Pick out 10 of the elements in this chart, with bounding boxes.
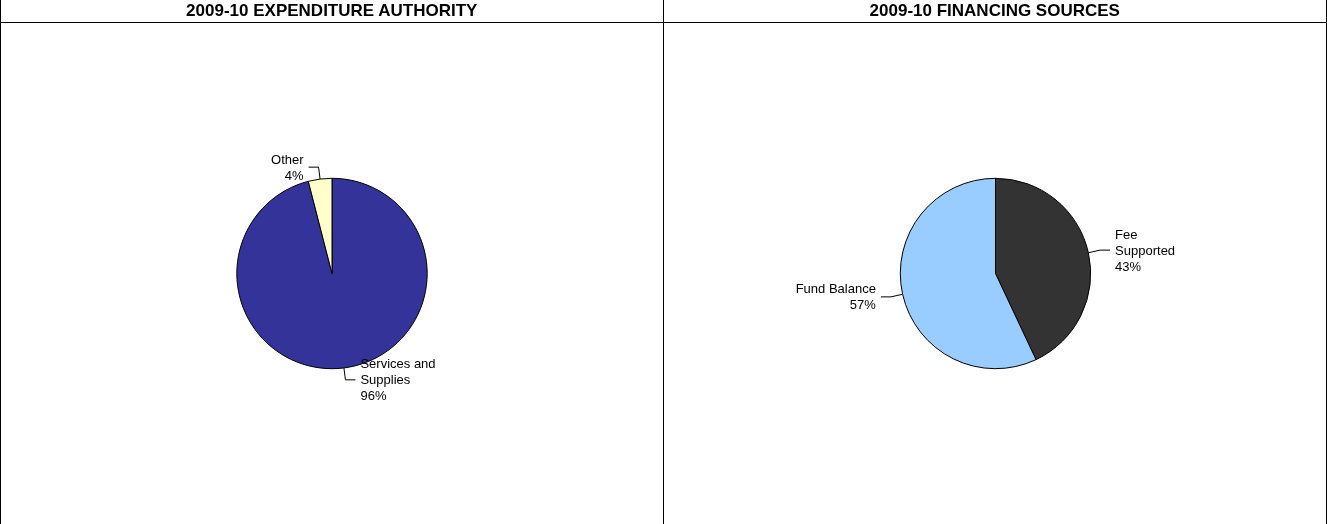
chart-title: 2009-10 FINANCING SOURCES [663, 0, 1326, 23]
slice-label: Other [271, 151, 305, 167]
slice-label: Services and Supplies [360, 356, 440, 388]
data-label: 4% [284, 167, 304, 183]
slice-label: Fund Balance [795, 281, 876, 297]
data-label: 96% [360, 388, 387, 404]
chart-title: 2009-10 EXPENDITURE AUTHORITY [1, 0, 663, 23]
data-label: 43% [1114, 258, 1142, 274]
slice-label: Fee Supported [1114, 226, 1175, 258]
data-label: 57% [849, 297, 876, 313]
